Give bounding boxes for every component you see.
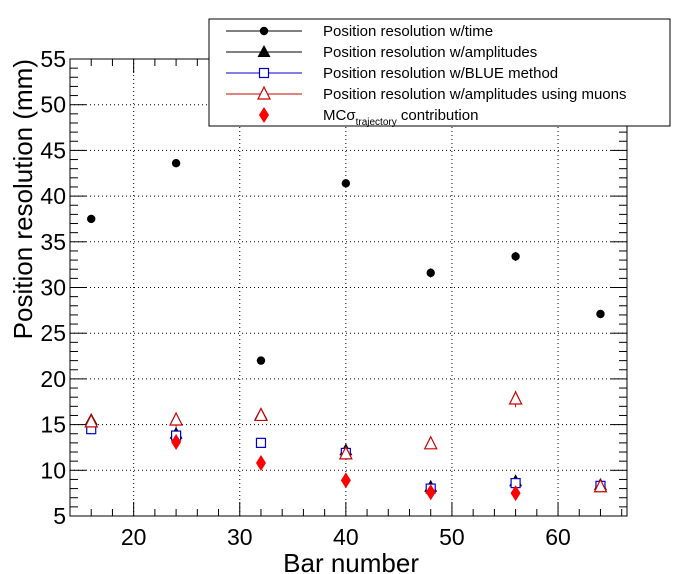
- data-point: [84, 413, 99, 428]
- legend-entry-4: Position resolution w/amplitudes using m…: [226, 85, 627, 103]
- series-4: [84, 390, 608, 493]
- axis-ticks: [70, 58, 627, 517]
- data-point: [508, 390, 523, 405]
- y-tick-label: 10: [40, 457, 66, 483]
- legend-marker: [259, 26, 269, 36]
- legend-marker: [257, 45, 271, 57]
- legend-label: Position resolution w/amplitudes: [323, 44, 537, 61]
- y-tick-label: 20: [40, 366, 66, 392]
- data-point: [596, 309, 605, 319]
- x-axis-title: Bar number: [283, 548, 419, 574]
- grid: [70, 59, 627, 516]
- y-tick-label: 30: [40, 275, 66, 301]
- y-axis-title: Position resolution (mm): [8, 59, 38, 339]
- legend-label: Position resolution w/amplitudes using m…: [323, 86, 627, 103]
- legend-marker: [259, 107, 269, 123]
- x-tick-label: 60: [545, 524, 571, 550]
- legend-entry-1: Position resolution w/time: [226, 23, 493, 40]
- legend-label-text: Position resolution w/time: [323, 23, 493, 40]
- series-1: [87, 158, 605, 365]
- legend-label-suffix: contribution: [397, 107, 479, 124]
- legend-label: Position resolution w/BLUE method: [323, 65, 558, 82]
- data-point: [511, 252, 520, 261]
- y-tick-label: 15: [40, 412, 66, 438]
- legend-label: MCσtrajectory contribution: [323, 107, 478, 128]
- legend-label-text: Position resolution w/BLUE method: [323, 65, 558, 82]
- y-tick-label: 45: [40, 137, 66, 163]
- data-point: [426, 268, 435, 278]
- plot-frame: [69, 58, 628, 517]
- y-tick-label: 5: [53, 503, 66, 529]
- data-point: [423, 435, 438, 450]
- x-tick-label: 20: [121, 524, 147, 550]
- legend-entry-5: MCσtrajectory contribution: [259, 107, 478, 128]
- y-tick-label: 35: [40, 229, 66, 255]
- data-point: [171, 158, 181, 168]
- data-point: [341, 179, 351, 188]
- data-point: [255, 454, 266, 471]
- data-point: [593, 478, 608, 493]
- legend-entry-2: Position resolution w/amplitudes: [226, 44, 537, 61]
- series-5: [171, 433, 521, 502]
- legend: Position resolution w/time Position resol…: [208, 18, 671, 128]
- x-tick-label: 40: [333, 524, 359, 550]
- legend-label: Position resolution w/time: [323, 23, 493, 40]
- data-point: [256, 356, 266, 365]
- data-point: [340, 472, 351, 489]
- data-point: [425, 484, 436, 501]
- tick-labels: 5 10 15 20 25 30 35 40 45 50 55 20 30 40 50 60: [40, 46, 570, 550]
- data-point: [169, 411, 184, 426]
- legend-label-text: Position resolution w/amplitudes: [323, 44, 537, 61]
- data-points: [84, 158, 608, 502]
- data-point: [510, 485, 521, 502]
- legend-label-subscript: trajectory: [356, 117, 397, 128]
- legend-label-text: MCσ: [323, 107, 356, 124]
- y-tick-label: 50: [40, 92, 66, 118]
- x-tick-label: 30: [227, 524, 253, 550]
- data-point: [255, 437, 267, 448]
- legend-marker: [258, 67, 270, 79]
- data-point: [338, 445, 353, 460]
- x-tick-label: 50: [439, 524, 465, 550]
- data-point: [171, 433, 182, 450]
- legend-label-text: Position resolution w/amplitudes using m…: [323, 86, 627, 103]
- y-tick-label: 25: [40, 320, 66, 346]
- data-point: [87, 214, 96, 224]
- y-tick-label: 40: [40, 183, 66, 209]
- legend-entries: Position resolution w/time Position resol…: [226, 23, 627, 128]
- data-point: [254, 407, 268, 422]
- legend-marker: [257, 85, 271, 100]
- y-tick-label: 55: [40, 46, 66, 72]
- legend-entry-3: Position resolution w/BLUE method: [226, 65, 558, 82]
